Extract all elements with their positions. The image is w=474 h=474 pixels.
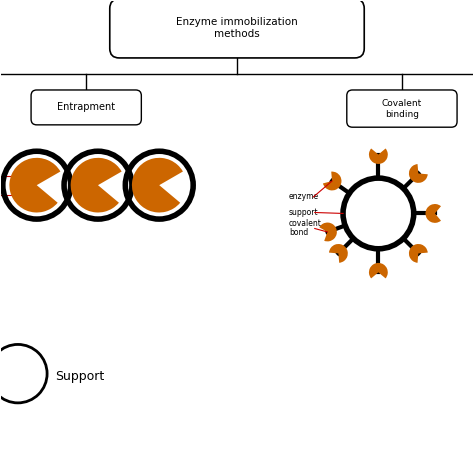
- Wedge shape: [409, 244, 428, 263]
- Wedge shape: [409, 164, 428, 183]
- Text: Enzyme immobilization
methods: Enzyme immobilization methods: [176, 18, 298, 39]
- Wedge shape: [319, 223, 337, 241]
- Wedge shape: [369, 263, 388, 278]
- Text: Entrapment: Entrapment: [57, 102, 115, 112]
- Wedge shape: [132, 158, 183, 212]
- Text: Covalent
binding: Covalent binding: [382, 99, 422, 118]
- Text: covalent: covalent: [289, 219, 322, 228]
- Wedge shape: [426, 204, 441, 223]
- Text: Support: Support: [55, 370, 105, 383]
- Wedge shape: [71, 158, 122, 212]
- Circle shape: [127, 153, 191, 217]
- Wedge shape: [9, 158, 60, 212]
- Wedge shape: [323, 172, 341, 191]
- FancyBboxPatch shape: [110, 0, 364, 58]
- Text: enzyme: enzyme: [289, 192, 319, 201]
- Wedge shape: [329, 244, 348, 263]
- Wedge shape: [369, 148, 388, 164]
- FancyBboxPatch shape: [31, 90, 141, 125]
- Text: support: support: [289, 208, 319, 217]
- Circle shape: [5, 153, 69, 217]
- Circle shape: [0, 345, 47, 403]
- Circle shape: [343, 178, 414, 249]
- FancyBboxPatch shape: [347, 90, 457, 127]
- Text: bond: bond: [289, 228, 308, 237]
- Circle shape: [66, 153, 130, 217]
